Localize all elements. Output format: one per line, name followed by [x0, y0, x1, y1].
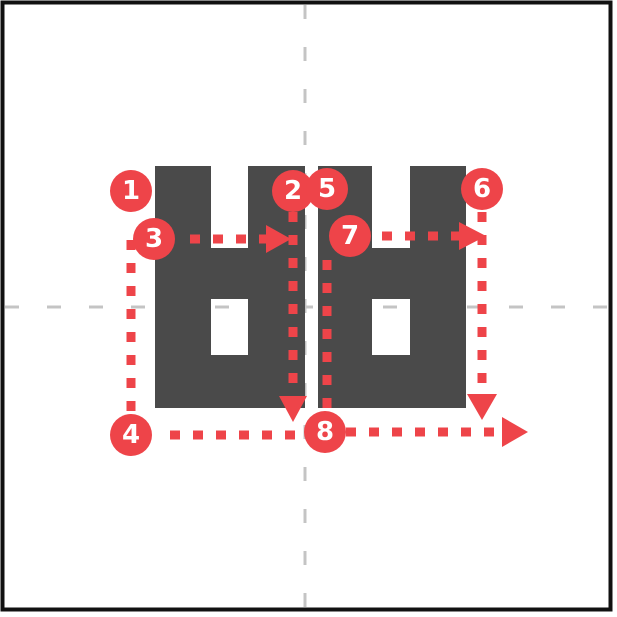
step-badge-5: 5: [306, 168, 348, 210]
step-label-7: 7: [341, 221, 359, 251]
step-label-2: 2: [284, 176, 302, 206]
arrowhead-8: [502, 417, 528, 447]
step-label-8: 8: [316, 417, 334, 447]
step-badge-3: 3: [133, 218, 175, 260]
step-label-1: 1: [122, 176, 140, 206]
step-badge-8: 8: [304, 411, 346, 453]
stroke-order-arrows: [126, 212, 528, 447]
step-badge-6: 6: [461, 168, 503, 210]
step-label-5: 5: [318, 174, 336, 204]
step-label-3: 3: [145, 224, 163, 254]
step-label-4: 4: [122, 420, 140, 450]
step-badges: 1 2 3 4 5 6 7 8: [110, 168, 503, 456]
arrowhead-3: [266, 225, 291, 253]
arrowhead-2: [279, 396, 307, 422]
arrowhead-6: [467, 394, 497, 420]
step-badge-7: 7: [329, 215, 371, 257]
step-label-6: 6: [473, 174, 491, 204]
arrowhead-7: [459, 222, 486, 250]
step-badge-4: 4: [110, 414, 152, 456]
step-badge-2: 2: [272, 170, 314, 212]
step-badge-1: 1: [110, 170, 152, 212]
